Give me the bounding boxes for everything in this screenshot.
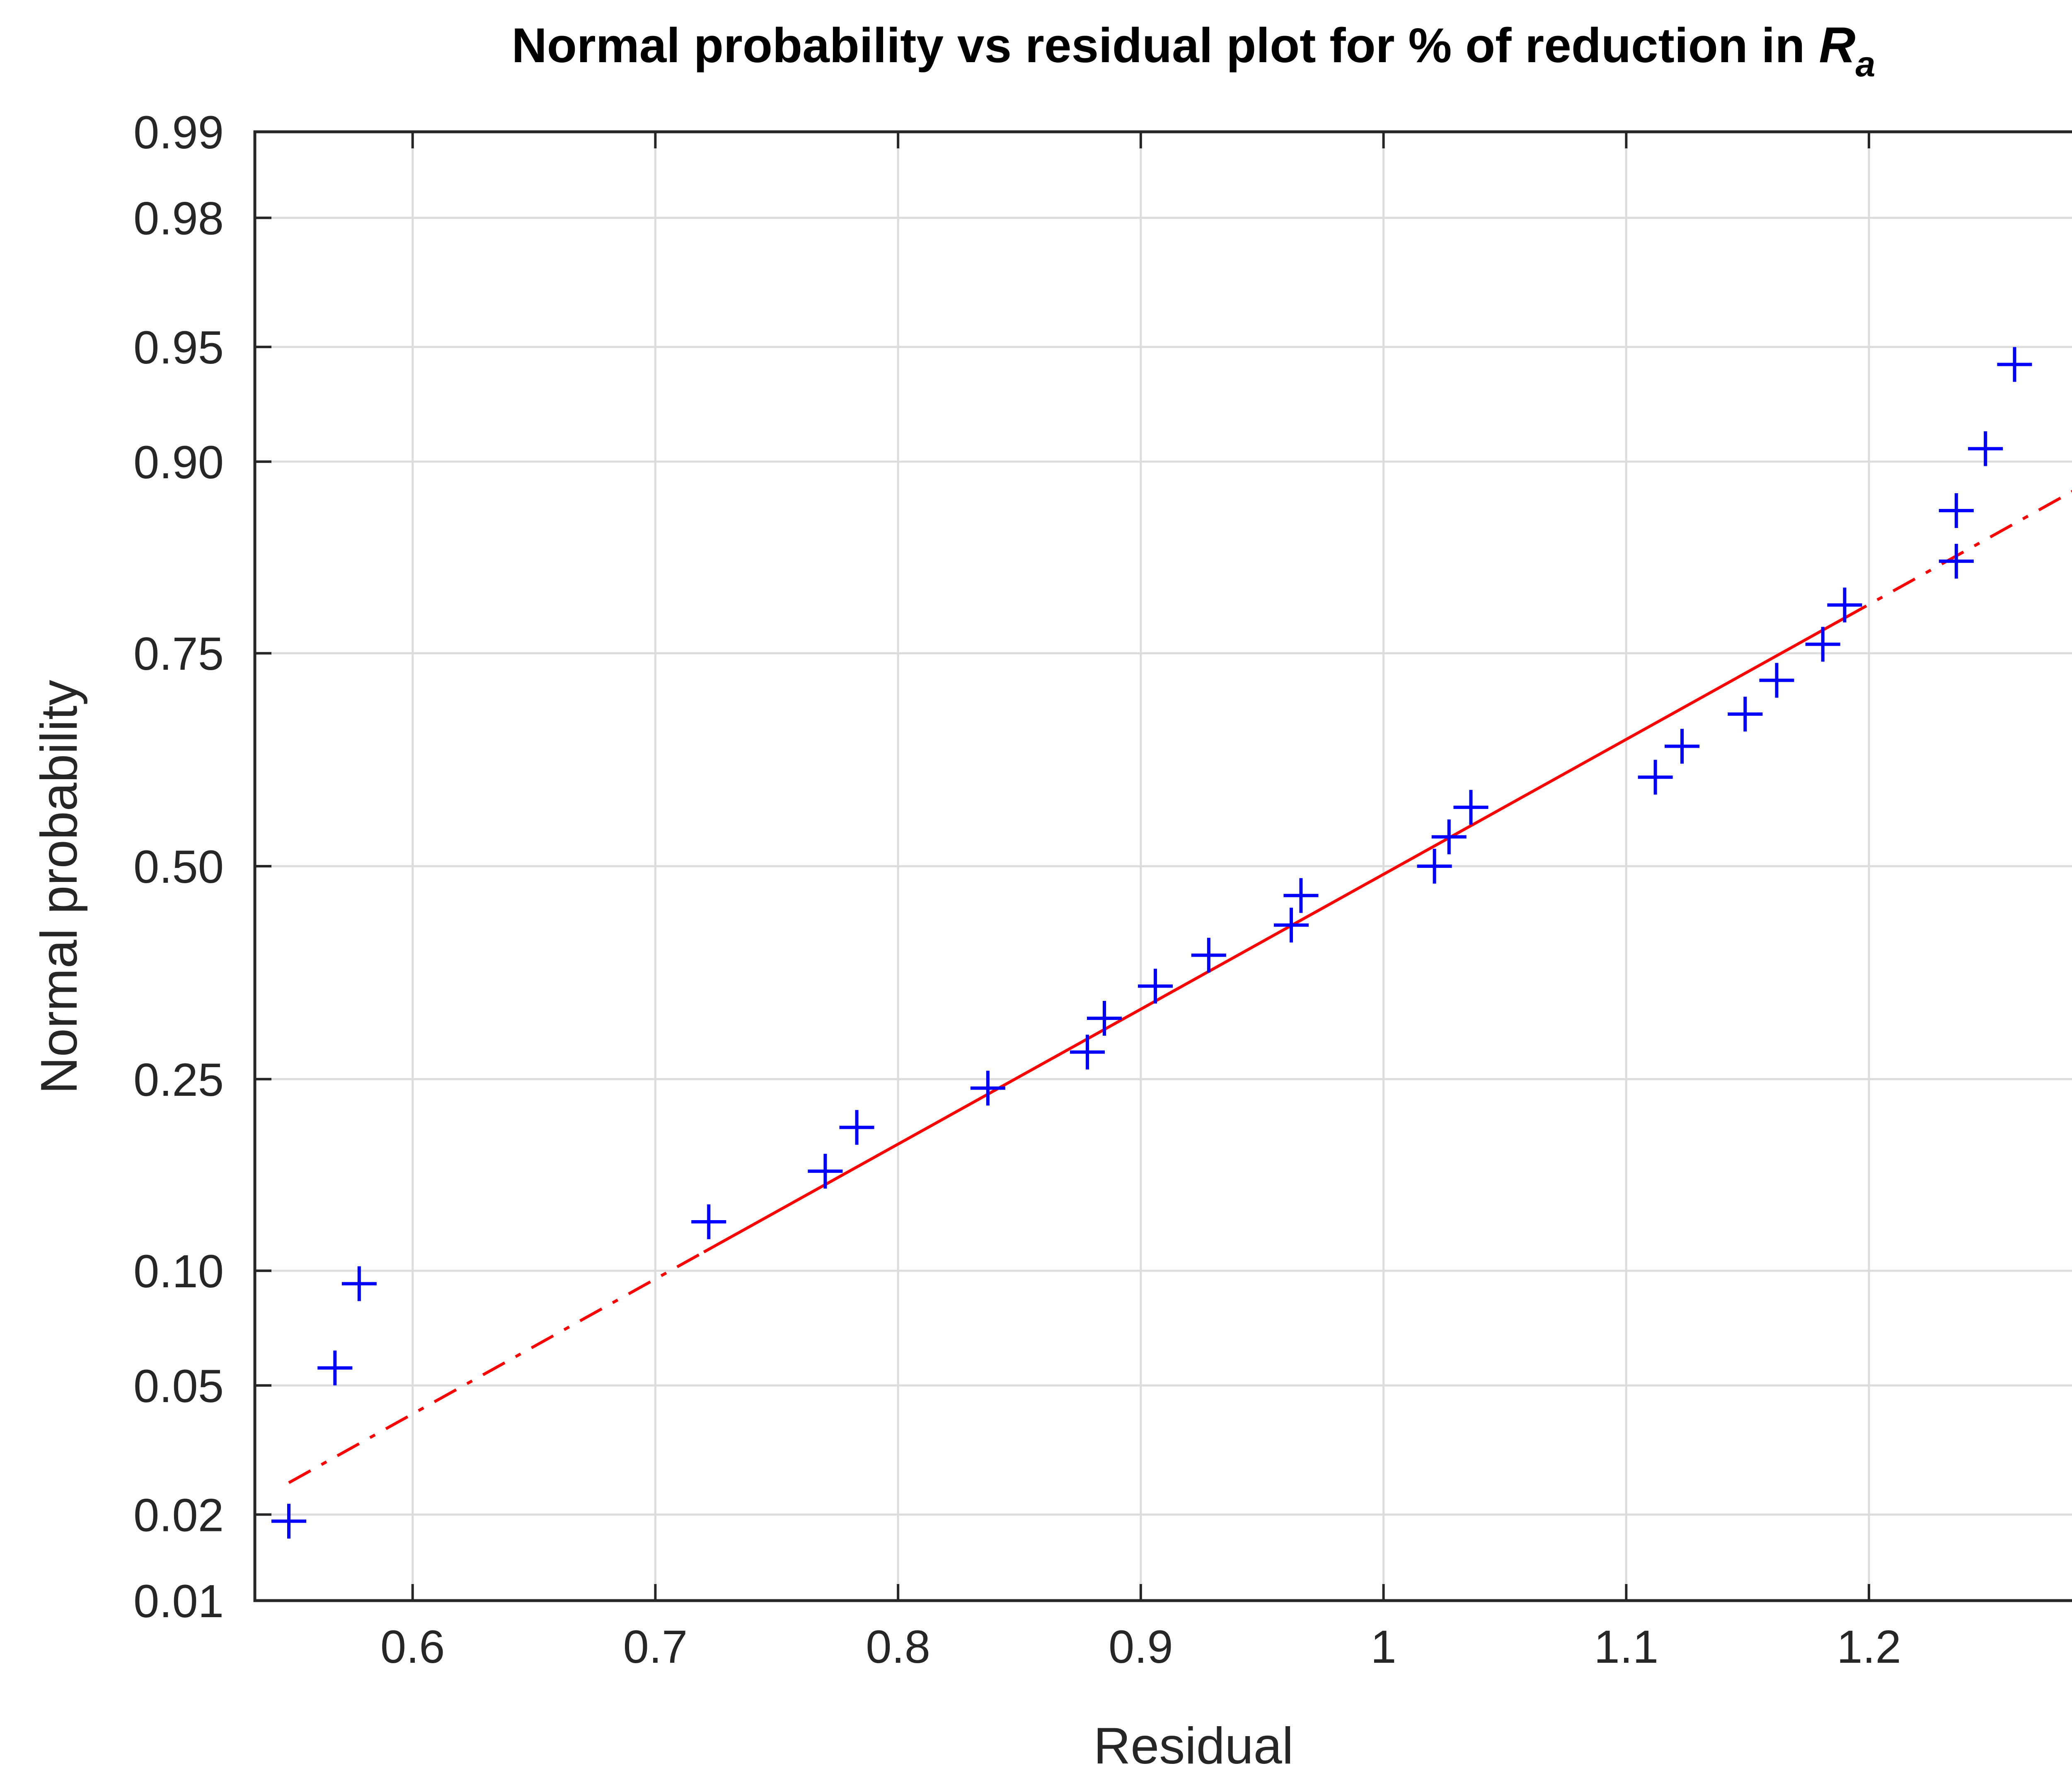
data-point-marker bbox=[1665, 729, 1699, 764]
data-point-marker bbox=[1453, 790, 1489, 825]
chart-title-subscript: a bbox=[1856, 44, 1876, 84]
x-axis-label: Residual bbox=[1094, 1717, 1294, 1775]
y-axis-label: Normal probability bbox=[31, 680, 88, 1094]
data-point-marker bbox=[1138, 969, 1173, 1004]
data-point-marker bbox=[1087, 1000, 1122, 1036]
y-tick-label: 0.10 bbox=[133, 1245, 224, 1297]
y-tick-label: 0.25 bbox=[133, 1054, 224, 1106]
data-point-marker bbox=[1759, 663, 1794, 698]
data-point-marker bbox=[691, 1204, 726, 1239]
data-point-marker bbox=[1939, 544, 1974, 579]
axis-ticks bbox=[255, 131, 1870, 1602]
data-point-marker bbox=[1274, 908, 1309, 943]
y-tick-label: 0.05 bbox=[133, 1360, 224, 1412]
y-tick-label: 0.98 bbox=[133, 193, 224, 245]
chart-title: Normal probability vs residual plot for … bbox=[512, 17, 1876, 84]
data-point-marker bbox=[1968, 431, 2003, 466]
data-point-marker bbox=[1997, 347, 2032, 382]
data-point-marker bbox=[1417, 849, 1452, 884]
y-tick-label: 0.99 bbox=[133, 107, 224, 158]
x-tick-label: 1.2 bbox=[1837, 1621, 1901, 1673]
x-tick-label: 0.9 bbox=[1109, 1621, 1173, 1673]
data-point-marker bbox=[1805, 627, 1840, 662]
data-point-marker bbox=[1070, 1034, 1105, 1070]
data-point-marker bbox=[1638, 760, 1673, 795]
x-axis-tick-labels: 0.60.70.80.911.11.21.3 bbox=[380, 1621, 1901, 1673]
data-point-marker bbox=[1283, 878, 1319, 913]
data-point-marker bbox=[808, 1153, 843, 1189]
data-point-marker bbox=[341, 1266, 377, 1301]
x-tick-label: 1.1 bbox=[1594, 1621, 1658, 1673]
grid-lines bbox=[255, 131, 2072, 1602]
reference-line-dashdot-right bbox=[1844, 490, 2072, 620]
x-tick-label: 0.8 bbox=[866, 1621, 930, 1673]
y-tick-label: 0.01 bbox=[133, 1575, 224, 1627]
data-point-marker bbox=[839, 1110, 874, 1145]
reference-line-solid bbox=[703, 616, 1846, 1254]
y-tick-label: 0.90 bbox=[133, 436, 224, 488]
chart-title-text: Normal probability vs residual plot for … bbox=[512, 18, 1805, 73]
y-tick-label: 0.02 bbox=[133, 1489, 224, 1541]
x-tick-label: 1 bbox=[1370, 1621, 1396, 1673]
data-point-marker bbox=[1728, 697, 1763, 732]
data-point-marker bbox=[1191, 937, 1226, 973]
y-tick-label: 0.50 bbox=[133, 841, 224, 893]
data-point-marker bbox=[1827, 587, 1862, 623]
data-point-marker bbox=[271, 1504, 306, 1539]
y-tick-label: 0.75 bbox=[133, 628, 224, 680]
data-point-marker bbox=[1431, 819, 1467, 855]
reference-line-dashdot-left bbox=[288, 1250, 705, 1484]
chart-title-symbol: R bbox=[1819, 17, 1855, 73]
y-axis-tick-labels: 0.01 0.02 0.05 0.10 0.25 0.50 0.75 0.90 0.95 0.98… bbox=[133, 107, 224, 1627]
x-tick-label: 0.7 bbox=[623, 1621, 688, 1673]
data-point-marker bbox=[1939, 493, 1974, 528]
x-tick-label: 0.6 bbox=[380, 1621, 445, 1673]
data-point-marker bbox=[970, 1071, 1005, 1106]
data-point-marker bbox=[317, 1350, 353, 1385]
reference-line bbox=[288, 490, 2072, 1484]
y-tick-label: 0.95 bbox=[133, 322, 224, 373]
data-markers bbox=[271, 347, 2032, 1539]
